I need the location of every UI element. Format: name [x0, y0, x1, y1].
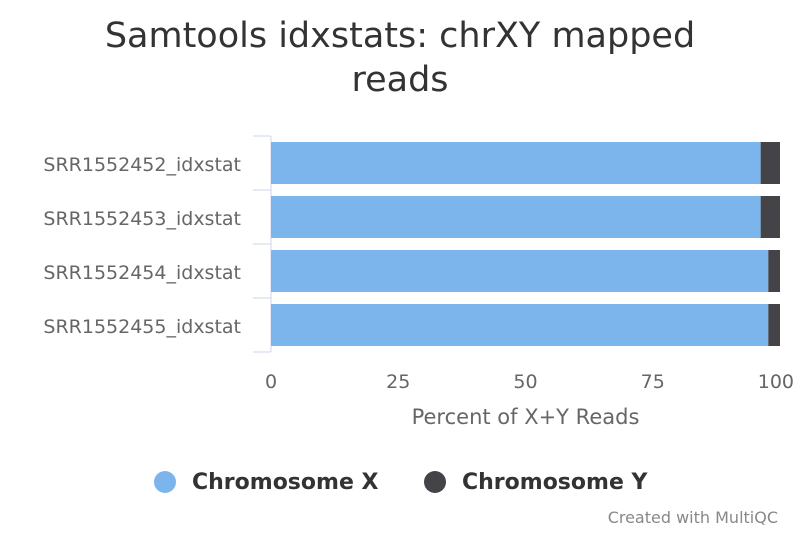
legend-marker-chromosome-y [424, 471, 446, 493]
category-label: SRR1552453_idxstat [43, 208, 241, 230]
legend-marker-chromosome-x [154, 471, 176, 493]
legend-item-chromosome-y[interactable]: Chromosome Y [424, 464, 647, 500]
category-label: SRR1552454_idxstat [43, 262, 241, 284]
multiqc-credit[interactable]: Created with MultiQC [607, 508, 778, 527]
chart-title-line-1: Samtools idxstats: chrXY mapped [104, 16, 696, 56]
x-tick-label: 100 [758, 371, 794, 393]
bar-chromosome-x[interactable] [271, 196, 761, 238]
bar-chromosome-x[interactable] [271, 304, 769, 346]
legend-label-chromosome-y: Chromosome Y [462, 469, 648, 495]
bar-chromosome-y[interactable] [760, 142, 780, 184]
category-label: SRR1552452_idxstat [43, 154, 241, 176]
chart-legend: Chromosome X Chromosome Y [0, 464, 800, 500]
bar-chromosome-y[interactable] [768, 250, 780, 292]
x-tick-label: 75 [641, 371, 665, 393]
bar-chart-plot: SRR1552452_idxstat SRR1552453_idxstat SRR1… [43, 135, 794, 429]
x-tick-label: 50 [513, 371, 537, 393]
bar-chromosome-y[interactable] [768, 304, 780, 346]
x-tick-label: 0 [265, 371, 277, 393]
chart-title: Samtools idxstats: chrXY mapped reads [0, 14, 800, 102]
legend-item-chromosome-x[interactable]: Chromosome X [154, 464, 378, 500]
bar-chromosome-x[interactable] [271, 142, 761, 184]
chart-title-line-2: reads [351, 60, 449, 100]
x-tick-label: 25 [386, 371, 410, 393]
x-axis-title: Percent of X+Y Reads [412, 405, 640, 429]
category-label: SRR1552455_idxstat [43, 316, 241, 338]
legend-label-chromosome-x: Chromosome X [192, 469, 379, 495]
bar-chromosome-y[interactable] [760, 196, 780, 238]
bar-chromosome-x[interactable] [271, 250, 769, 292]
